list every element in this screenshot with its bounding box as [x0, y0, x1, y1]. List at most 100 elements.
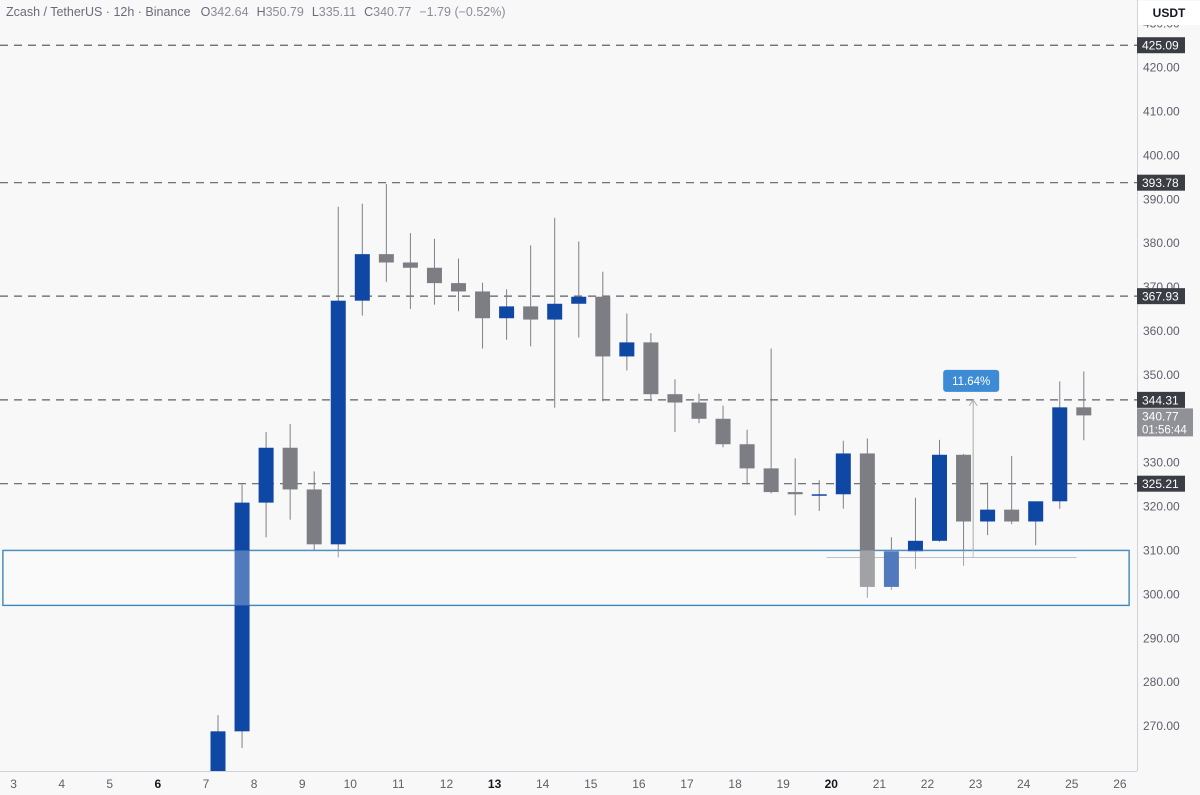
y-tick-label: 290.00 [1143, 631, 1180, 645]
open-value: 342.64 [210, 5, 249, 19]
x-tick-label: 13 [488, 777, 502, 791]
candle-bullish[interactable] [619, 342, 635, 357]
candle-bullish[interactable] [932, 454, 947, 541]
x-tick-label: 4 [58, 777, 65, 791]
level-price-tag[interactable] [1137, 391, 1185, 408]
y-tick-label: 410.00 [1143, 104, 1180, 118]
candle-bullish[interactable] [354, 254, 370, 301]
candle-bearish[interactable] [402, 262, 418, 268]
y-tick-label: 380.00 [1143, 236, 1180, 250]
y-tick-label: 400.00 [1143, 148, 1180, 162]
candle-bearish[interactable] [378, 254, 394, 263]
y-tick-label: 320.00 [1143, 500, 1180, 514]
candle-bearish[interactable] [956, 454, 972, 522]
x-tick-label: 21 [873, 777, 887, 791]
candle-bullish[interactable] [980, 509, 996, 522]
y-tick-label: 350.00 [1143, 368, 1180, 382]
candle-bearish[interactable] [643, 342, 659, 395]
y-tick-label: 300.00 [1143, 587, 1180, 601]
level-price-label: 344.31 [1142, 393, 1179, 407]
x-tick-label: 3 [10, 777, 17, 791]
high-value: 350.79 [265, 5, 304, 19]
x-tick-label: 7 [203, 777, 210, 791]
x-tick-label: 24 [1017, 777, 1031, 791]
candle-bearish[interactable] [1004, 509, 1020, 522]
candle-bullish[interactable] [811, 494, 827, 496]
candle-bearish[interactable] [691, 402, 707, 419]
candle-bearish[interactable] [739, 444, 755, 469]
x-tick-label: 9 [299, 777, 306, 791]
last-price-tag[interactable] [1137, 408, 1193, 437]
x-tick-label: 6 [155, 777, 162, 791]
y-tick-label: 390.00 [1143, 192, 1180, 206]
candle-bullish[interactable] [1028, 501, 1044, 522]
candle-bullish[interactable] [835, 453, 851, 495]
chart-header: Zcash / TetherUS · 12h · Binance O 342.6… [6, 5, 506, 19]
currency-unit-button[interactable]: USDT [1138, 1, 1200, 25]
x-tick-label: 23 [969, 777, 983, 791]
y-tick-label: 270.00 [1143, 719, 1180, 733]
low-key: L [311, 5, 319, 19]
x-tick-label: 16 [632, 777, 646, 791]
candle-countdown-label: 01:56:44 [1142, 424, 1187, 436]
y-tick-label: 420.00 [1143, 61, 1180, 75]
level-price-tag[interactable] [1137, 475, 1185, 492]
candle-bearish[interactable] [282, 447, 298, 490]
candle-bearish[interactable] [451, 283, 466, 292]
candle-bullish[interactable] [907, 540, 923, 552]
y-tick-label: 310.00 [1143, 543, 1180, 557]
low-value: 335.11 [318, 5, 357, 19]
level-price-label: 325.21 [1142, 477, 1179, 491]
level-price-tag[interactable] [1137, 174, 1185, 191]
support-zone-fill [3, 550, 1129, 606]
measure-badge[interactable] [943, 369, 1000, 392]
candle-bullish[interactable] [330, 300, 346, 545]
candle-bearish[interactable] [426, 267, 442, 284]
measure-badge-label: 11.64% [952, 376, 990, 388]
level-price-label: 425.09 [1142, 39, 1179, 53]
candle-bullish[interactable] [883, 551, 899, 587]
candle-bearish[interactable] [667, 394, 683, 403]
level-price-label: 367.93 [1142, 290, 1179, 304]
x-tick-label: 22 [921, 777, 935, 791]
candle-bullish[interactable] [258, 447, 274, 503]
candle-bearish[interactable] [787, 492, 803, 495]
x-tick-label: 10 [344, 777, 358, 791]
x-tick-label: 14 [536, 777, 550, 791]
x-tick-label: 25 [1065, 777, 1079, 791]
candle-bearish[interactable] [595, 296, 611, 357]
change-value: −1.79 (−0.52%) [419, 5, 506, 19]
y-tick-label: 330.00 [1143, 456, 1180, 470]
candle-bearish[interactable] [523, 306, 539, 320]
x-tick-label: 11 [392, 777, 405, 791]
open-key: O [200, 5, 211, 19]
candle-bullish[interactable] [234, 502, 250, 732]
candle-bearish[interactable] [715, 418, 731, 445]
candle-bullish[interactable] [571, 296, 587, 304]
candle-bullish[interactable] [499, 306, 515, 319]
symbol-label[interactable]: Zcash / TetherUS · 12h · Binance [6, 5, 191, 19]
level-price-tag[interactable] [1137, 37, 1185, 54]
candle-bearish[interactable] [475, 291, 491, 319]
high-key: H [256, 5, 266, 19]
x-tick-label: 26 [1113, 777, 1127, 791]
measure-arrow-icon [968, 398, 978, 407]
candle-bullish[interactable] [547, 303, 563, 320]
candle-bearish[interactable] [306, 489, 322, 545]
y-tick-label: 280.00 [1143, 675, 1180, 689]
x-tick-label: 19 [776, 777, 790, 791]
x-tick-label: 5 [106, 777, 113, 791]
close-key: C [364, 5, 374, 19]
support-zone[interactable] [2, 549, 1130, 607]
x-tick-label: 17 [680, 777, 694, 791]
last-price-label: 340.77 [1142, 409, 1179, 423]
candle-bearish[interactable] [763, 468, 779, 493]
candle-bullish[interactable] [210, 731, 226, 771]
candle-bearish[interactable] [1076, 407, 1092, 416]
x-tick-label: 12 [440, 777, 454, 791]
level-price-tag[interactable] [1137, 288, 1185, 305]
candle-bullish[interactable] [1052, 407, 1068, 502]
candle-bearish[interactable] [859, 453, 875, 587]
